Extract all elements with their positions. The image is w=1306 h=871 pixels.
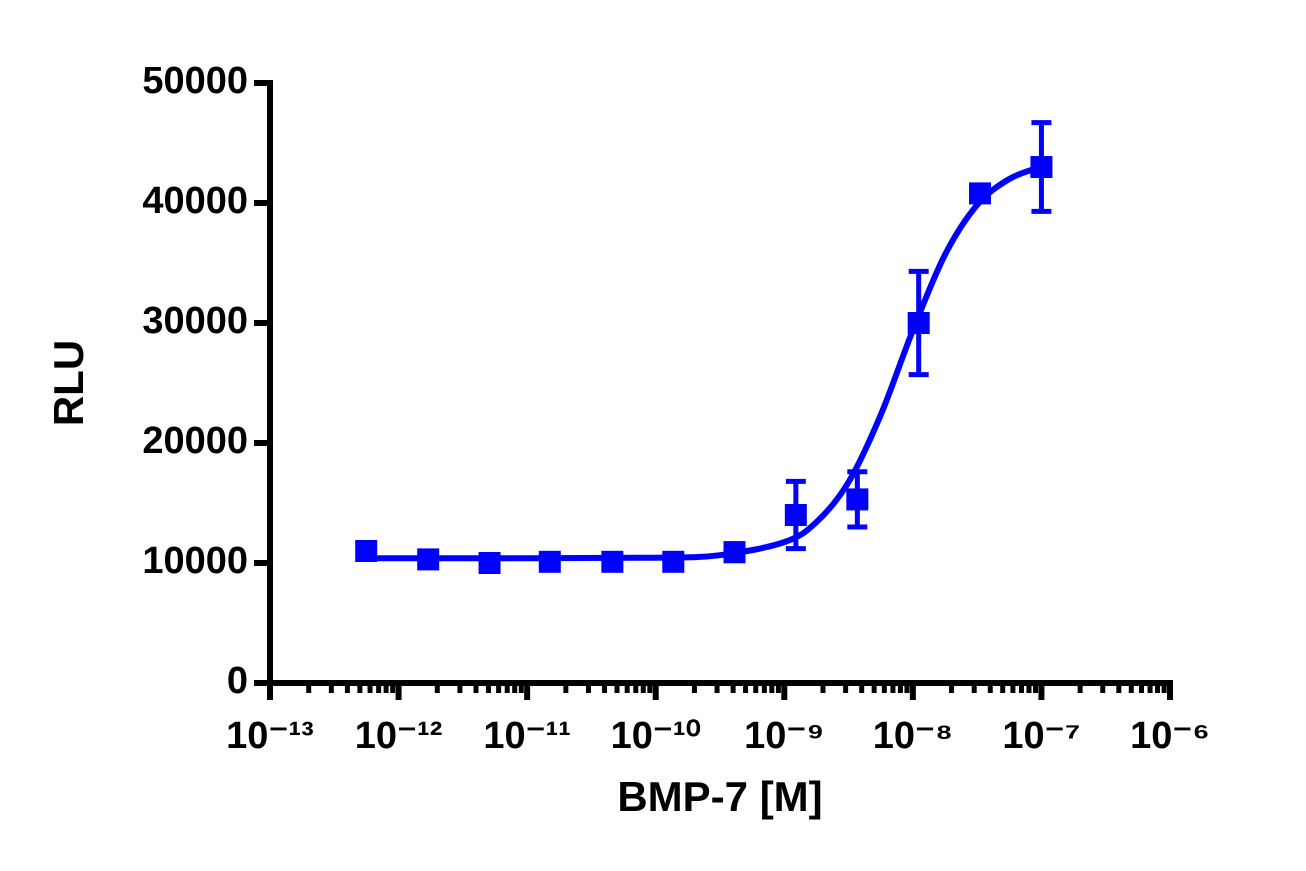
x-tick-label: 10⁻⁷ bbox=[1002, 715, 1080, 757]
data-point bbox=[417, 548, 440, 571]
data-point bbox=[355, 540, 378, 562]
data-point bbox=[601, 550, 624, 573]
x-tick-label: 10⁻¹³ bbox=[226, 715, 314, 757]
x-tick-label: 10⁻⁸ bbox=[873, 715, 953, 757]
x-tick-label: 10⁻⁶ bbox=[1130, 715, 1210, 757]
y-tick-label: 0 bbox=[227, 660, 248, 702]
data-point bbox=[846, 488, 869, 511]
data-point bbox=[969, 182, 992, 205]
x-tick-label: 10⁻¹² bbox=[355, 715, 443, 757]
y-axis-label: RLU bbox=[45, 340, 92, 426]
x-tick-label: 10⁻⁹ bbox=[744, 715, 824, 757]
fit-curve bbox=[366, 163, 1043, 562]
y-tick-label: 30000 bbox=[142, 300, 248, 342]
x-tick-label: 10⁻¹⁰ bbox=[611, 715, 701, 757]
x-axis-label: BMP-7 [M] bbox=[617, 773, 822, 820]
x-tick-label: 10⁻¹¹ bbox=[483, 715, 571, 757]
data-point bbox=[478, 552, 501, 574]
data-point bbox=[784, 504, 807, 526]
y-tick-label: 50000 bbox=[142, 60, 248, 102]
y-tick-label: 40000 bbox=[142, 180, 248, 222]
data-point bbox=[662, 550, 685, 573]
y-tick-label: 10000 bbox=[142, 540, 248, 582]
data-point bbox=[907, 312, 930, 334]
data-point bbox=[723, 541, 746, 564]
data-point bbox=[1030, 156, 1053, 178]
y-tick-label: 20000 bbox=[142, 420, 248, 462]
data-point bbox=[538, 550, 561, 573]
